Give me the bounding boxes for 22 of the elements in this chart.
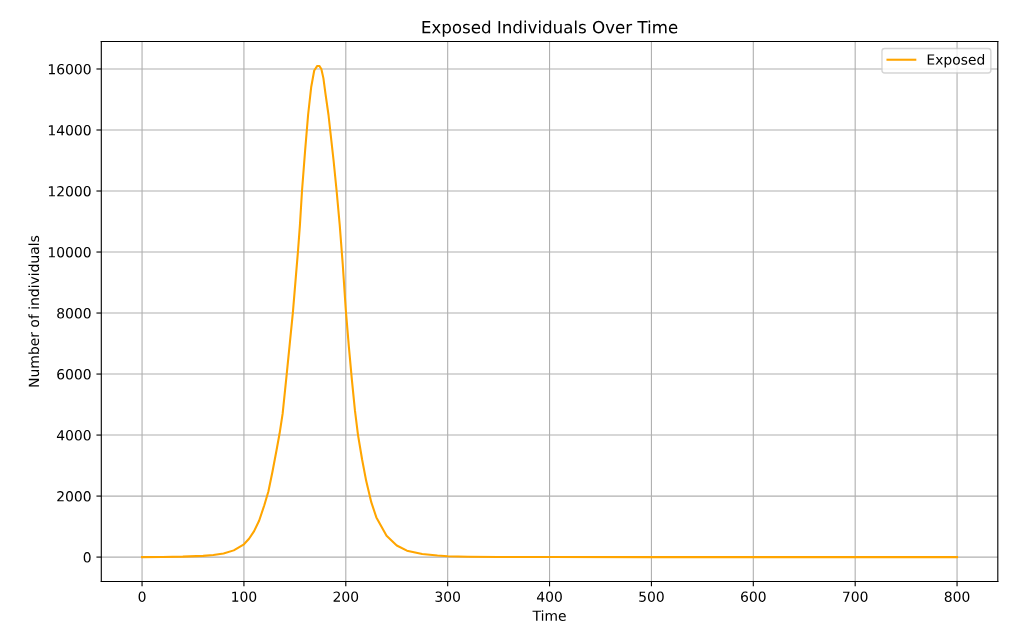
y-tick-label: 6000 xyxy=(57,369,91,380)
x-tick-label: 400 xyxy=(536,591,562,602)
x-tick-label: 700 xyxy=(843,591,868,602)
y-tick-label: 10000 xyxy=(48,246,91,258)
x-tick-label: 100 xyxy=(232,591,257,602)
x-tick-label: 200 xyxy=(333,591,359,602)
y-tick-label: 8000 xyxy=(57,308,91,319)
x-tick-label: 600 xyxy=(741,591,766,602)
x-axis-title: Time xyxy=(532,610,566,621)
chart-title: Exposed Individuals Over Time xyxy=(422,20,678,37)
y-tick-label: 4000 xyxy=(56,430,91,441)
y-tick-label: 16000 xyxy=(48,63,91,75)
x-tick-label: 500 xyxy=(639,591,664,602)
y-axis-title: Number of individuals xyxy=(28,235,40,387)
y-tick-label: 2000 xyxy=(57,491,91,502)
y-tick-label: 12000 xyxy=(48,185,91,197)
x-tick-label: 300 xyxy=(435,591,461,602)
y-tick-label: 0 xyxy=(83,552,91,563)
legend-label: Exposed xyxy=(927,54,985,68)
x-tick-label: 800 xyxy=(944,591,970,602)
x-tick-label: 0 xyxy=(138,591,146,602)
y-tick-label: 14000 xyxy=(48,124,91,136)
